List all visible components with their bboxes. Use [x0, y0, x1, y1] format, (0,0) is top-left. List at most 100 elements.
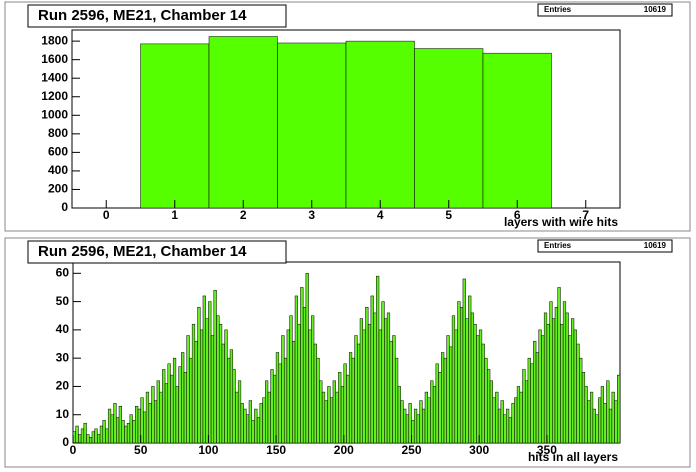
stats-value: 10619 — [644, 5, 667, 14]
bar — [497, 408, 502, 444]
bar — [289, 315, 293, 444]
bar — [489, 380, 493, 444]
bar — [538, 329, 542, 444]
bar — [565, 312, 569, 444]
bar — [392, 335, 396, 444]
bar — [384, 318, 388, 444]
bar — [381, 301, 385, 444]
bar — [543, 312, 548, 444]
bar — [459, 307, 464, 444]
bar — [530, 363, 534, 444]
bar — [140, 43, 210, 209]
bar — [617, 374, 621, 444]
bar — [427, 397, 431, 444]
bar — [424, 391, 428, 444]
bar — [370, 295, 374, 444]
bar — [251, 420, 255, 444]
bar — [487, 369, 491, 444]
bar — [357, 343, 361, 444]
bar — [608, 408, 613, 444]
x-tick-label: 350 — [537, 443, 557, 457]
bar — [506, 408, 510, 444]
y-tick-label: 60 — [56, 265, 70, 279]
bar — [430, 380, 434, 444]
bar — [419, 400, 423, 444]
bar — [78, 434, 82, 444]
y-tick-label: 600 — [48, 145, 68, 159]
bar — [107, 408, 112, 444]
stats-value: 10619 — [644, 241, 667, 250]
bar — [519, 391, 523, 444]
x-tick-label: 0 — [103, 208, 110, 222]
x-tick-label: 6 — [514, 208, 521, 222]
bar — [403, 408, 407, 444]
bar — [94, 428, 98, 444]
bar — [167, 363, 171, 444]
bar — [573, 329, 577, 444]
bar — [346, 374, 350, 444]
bar — [533, 340, 537, 444]
bar — [435, 363, 439, 444]
bar — [91, 431, 95, 444]
bar — [213, 290, 217, 444]
x-tick-label: 1 — [171, 208, 178, 222]
bar — [80, 428, 85, 444]
bar — [514, 397, 518, 444]
bar — [218, 323, 223, 444]
bar — [129, 414, 133, 444]
bar — [378, 329, 382, 444]
bar — [292, 340, 296, 444]
bar — [262, 397, 266, 444]
y-tick-label: 1000 — [41, 107, 68, 121]
stats-box — [537, 239, 673, 253]
bar — [484, 357, 488, 444]
y-tick-label: 50 — [56, 294, 70, 308]
bar — [438, 372, 442, 444]
stats-box — [537, 3, 673, 17]
bar — [338, 372, 342, 444]
bar — [267, 391, 271, 444]
y-tick-label: 20 — [56, 379, 70, 393]
bar — [554, 307, 558, 444]
bar — [581, 372, 586, 444]
stats-label: Entries — [544, 5, 572, 14]
y-tick-label: 0 — [62, 435, 69, 449]
bar — [240, 403, 244, 444]
bar — [560, 323, 564, 444]
bar — [132, 420, 136, 444]
bar — [197, 307, 201, 444]
bar — [603, 403, 607, 444]
bar — [153, 400, 158, 444]
bar — [522, 369, 526, 444]
bar — [481, 343, 485, 444]
bar — [286, 329, 290, 444]
bar — [191, 323, 196, 444]
bar — [270, 369, 274, 444]
bar — [224, 329, 228, 444]
y-tick-label: 1400 — [41, 70, 68, 84]
bar — [606, 380, 610, 444]
bar — [300, 287, 304, 444]
bar — [541, 335, 545, 444]
x-tick-label: 50 — [134, 443, 148, 457]
bar — [148, 403, 152, 444]
bar — [535, 352, 540, 444]
bar — [468, 295, 472, 444]
bar — [86, 434, 90, 444]
bar — [113, 403, 117, 444]
x-tick-label: 150 — [266, 443, 286, 457]
bar — [118, 405, 122, 444]
bar — [386, 312, 391, 444]
bar — [189, 357, 193, 444]
bar — [446, 335, 450, 444]
bar — [243, 408, 247, 444]
bar — [229, 349, 234, 444]
bar — [308, 329, 312, 444]
chart-title: Run 2596, ME21, Chamber 14 — [38, 7, 247, 24]
y-tick-label: 1600 — [41, 52, 68, 66]
bar — [297, 323, 301, 444]
bar — [186, 335, 190, 444]
bar — [145, 391, 150, 444]
bar — [327, 386, 331, 444]
bar — [362, 329, 366, 444]
